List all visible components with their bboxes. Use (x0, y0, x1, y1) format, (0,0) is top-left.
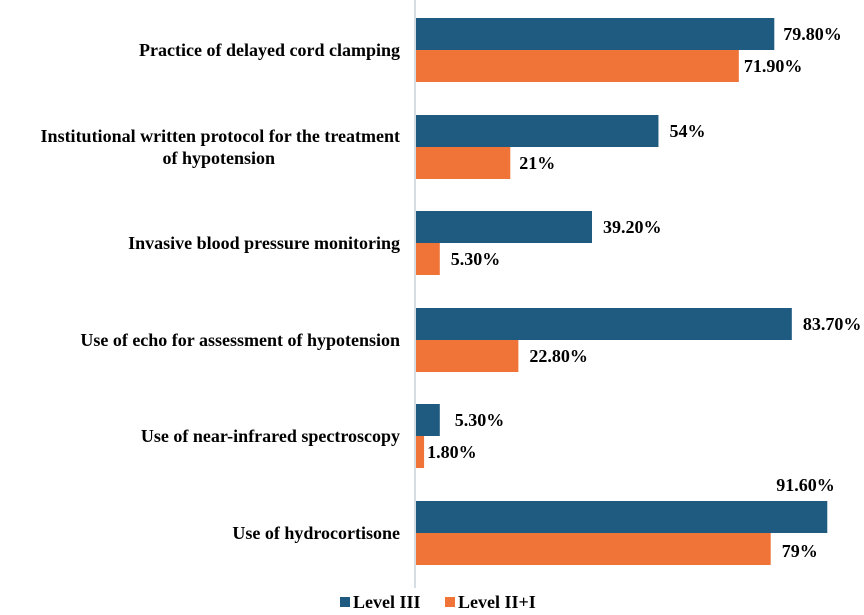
category-label: of hypotension (162, 148, 275, 168)
bar-level-ii-i (416, 147, 511, 179)
legend-swatch-level-iii (340, 597, 350, 607)
bar-level-ii-i (416, 533, 771, 565)
data-label: 79.80% (783, 24, 842, 44)
data-label: 54% (669, 121, 705, 141)
legend-label-level-iii: Level III (353, 592, 421, 612)
category-label: Use of hydrocortisone (232, 523, 400, 543)
bar-level-iii (416, 404, 440, 436)
bar-level-ii-i (416, 340, 519, 372)
data-label: 91.60% (776, 475, 835, 495)
bar-level-ii-i (416, 50, 739, 82)
data-label: 5.30% (455, 410, 505, 430)
data-label: 5.30% (451, 249, 501, 269)
legend: Level III Level II+I (340, 592, 536, 612)
legend-swatch-level-ii-i (445, 597, 455, 607)
legend-label-level-ii-i: Level II+I (458, 592, 536, 612)
data-label: 22.80% (529, 346, 588, 366)
data-label: 83.70% (803, 314, 862, 334)
bar-level-iii (416, 501, 828, 533)
bar-level-iii (416, 308, 792, 340)
data-label: 79% (782, 541, 818, 561)
category-label: Practice of delayed cord clamping (139, 40, 400, 60)
data-label: 1.80% (427, 442, 477, 462)
category-label: Institutional written protocol for the t… (41, 126, 400, 146)
category-label: Invasive blood pressure monitoring (128, 233, 400, 253)
data-label: 21% (519, 153, 555, 173)
data-label: 39.20% (603, 217, 662, 237)
bar-level-iii (416, 115, 659, 147)
category-label: Use of near-infrared spectroscopy (141, 426, 400, 446)
bar-level-ii-i (416, 436, 425, 468)
bar-level-iii (416, 211, 593, 243)
data-label: 71.90% (744, 56, 803, 76)
category-label: Use of echo for assessment of hypotensio… (80, 330, 400, 350)
bar-level-iii (416, 18, 775, 50)
bar-level-ii-i (416, 243, 440, 275)
